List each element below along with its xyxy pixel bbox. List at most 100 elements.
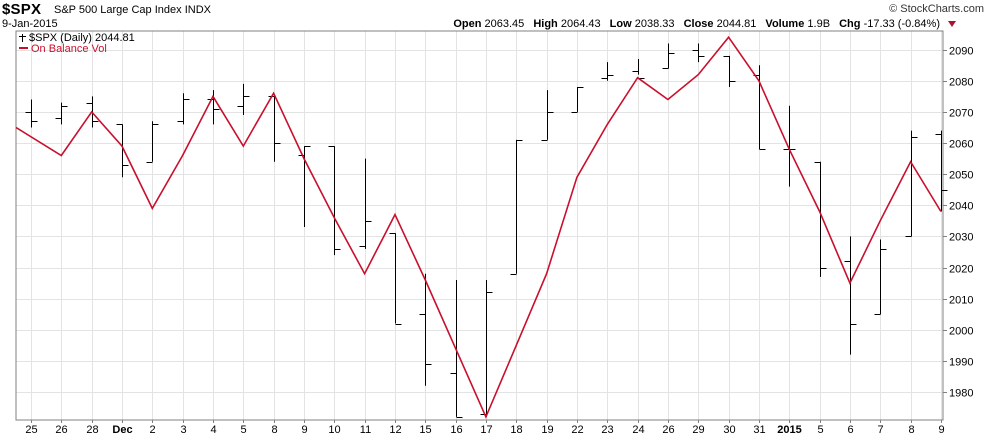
ohlc-bar bbox=[359, 158, 372, 249]
y-tick-label: 2020 bbox=[949, 264, 973, 276]
ohlc-bar bbox=[419, 273, 432, 386]
ohlc-bar bbox=[146, 121, 159, 163]
y-tick-label: 2080 bbox=[949, 77, 973, 89]
ohlc-bar bbox=[814, 161, 827, 277]
x-tick-label: 11 bbox=[360, 424, 371, 436]
ohlc-bar bbox=[389, 233, 402, 325]
high-label: High bbox=[533, 18, 558, 30]
security-name: S&P 500 Large Cap Index INDX bbox=[54, 4, 211, 16]
x-tick-label: 18 bbox=[510, 424, 522, 436]
legend-price-row: $SPX (Daily) 2044.81 bbox=[19, 33, 135, 44]
x-tick-label: 10 bbox=[328, 424, 340, 436]
chg-label: Chg bbox=[839, 18, 861, 30]
ohlc-bars-layer bbox=[25, 43, 948, 418]
grid-layer bbox=[16, 31, 943, 420]
plot-border bbox=[15, 30, 944, 421]
x-tick-label: 4 bbox=[210, 424, 216, 436]
y-tick-label: 1990 bbox=[949, 357, 973, 369]
ohlc-bar bbox=[571, 87, 584, 113]
ohlc-bar bbox=[692, 43, 705, 63]
ohlc-bar bbox=[25, 99, 38, 128]
x-tick-label: 8 bbox=[908, 424, 914, 436]
low-value: 2038.33 bbox=[634, 18, 675, 30]
x-tick-label: 5 bbox=[817, 424, 823, 436]
ohlc-bar bbox=[783, 105, 796, 187]
quote-summary: Open 2063.45 High 2064.43 Low 2038.33 Cl… bbox=[453, 18, 946, 30]
x-tick-label: 16 bbox=[450, 424, 462, 436]
x-tick-label: 17 bbox=[480, 424, 492, 436]
x-tick-label: 9 bbox=[301, 424, 307, 436]
x-tick-label: 25 bbox=[25, 424, 37, 436]
chart-date: 9-Jan-2015 bbox=[2, 18, 58, 30]
x-tick-label: 7 bbox=[877, 424, 883, 436]
x-tick-label: 3 bbox=[180, 424, 186, 436]
security-full-name: S&P 500 Large Cap Index bbox=[54, 4, 182, 16]
x-tick-label: 22 bbox=[571, 424, 583, 436]
x-tick-label: Dec bbox=[112, 424, 132, 436]
chg-value: -17.33 (-0.84%) bbox=[863, 18, 940, 30]
y-tick-label: 2050 bbox=[949, 170, 973, 182]
ohlc-bar bbox=[905, 130, 918, 237]
ohlc-bar bbox=[177, 93, 190, 125]
ohlc-bar bbox=[723, 55, 736, 88]
ohlc-bar bbox=[844, 236, 857, 355]
ohlc-bar bbox=[753, 65, 766, 150]
legend-obv-label: On Balance Vol bbox=[31, 43, 107, 55]
y-axis-ticks: 1980 1990 2000 2010 2020 2030 2040 2050 2060 2070… bbox=[943, 46, 973, 400]
ohlc-bar bbox=[237, 83, 250, 116]
line-swatch-icon bbox=[19, 47, 28, 49]
volume-value: 1.9B bbox=[807, 18, 831, 30]
x-tick-label: 24 bbox=[632, 424, 644, 436]
x-tick-label: 15 bbox=[419, 424, 431, 436]
x-tick-label: 29 bbox=[692, 424, 704, 436]
ohlc-bar bbox=[207, 90, 220, 125]
low-label: Low bbox=[609, 18, 632, 30]
x-axis-ticks: 25 26 28 Dec 2 3 4 5 8 9 10 11 12 15 16 17 18 19 22 23 24 26 2… bbox=[25, 420, 945, 436]
ohlc-bar bbox=[541, 90, 554, 141]
y-tick-label: 2010 bbox=[949, 295, 973, 307]
y-tick-label: 2000 bbox=[949, 326, 973, 338]
x-tick-label: 12 bbox=[389, 424, 401, 436]
x-tick-label: 26 bbox=[55, 424, 67, 436]
open-value: 2063.45 bbox=[484, 18, 525, 30]
ohlc-bar bbox=[480, 279, 493, 417]
ohlc-bar bbox=[874, 239, 887, 315]
y-tick-label: 2070 bbox=[949, 108, 973, 120]
close-label: Close bbox=[683, 18, 714, 30]
ohlc-bar bbox=[935, 130, 948, 212]
open-label: Open bbox=[453, 18, 482, 30]
y-tick-label: 2060 bbox=[949, 139, 973, 151]
x-tick-label: 2015 bbox=[777, 424, 801, 436]
ohlc-bar bbox=[55, 102, 68, 125]
chg-down-arrow-icon bbox=[948, 21, 956, 27]
x-tick-label: 19 bbox=[541, 424, 553, 436]
x-tick-label: 31 bbox=[753, 424, 765, 436]
ohlc-bar bbox=[116, 124, 129, 178]
ohlc-bar bbox=[450, 279, 463, 418]
legend-price-label: $SPX (Daily) 2044.81 bbox=[29, 32, 135, 44]
x-tick-label: 6 bbox=[847, 424, 853, 436]
close-value: 2044.81 bbox=[716, 18, 757, 30]
x-tick-label: 28 bbox=[86, 424, 98, 436]
legend-obv-row: On Balance Vol bbox=[19, 44, 135, 55]
y-tick-label: 2030 bbox=[949, 232, 973, 244]
x-tick-label: 5 bbox=[240, 424, 246, 436]
x-tick-label: 26 bbox=[662, 424, 674, 436]
y-tick-label: 2040 bbox=[949, 201, 973, 213]
symbol-title: $SPX bbox=[2, 1, 42, 18]
chart-legend: $SPX (Daily) 2044.81 On Balance Vol bbox=[19, 33, 135, 55]
brand-watermark: © StockCharts.com bbox=[889, 3, 984, 15]
ohlc-bar bbox=[662, 43, 675, 69]
obv-series-line bbox=[15, 35, 942, 419]
x-tick-label: 2 bbox=[149, 424, 155, 436]
x-tick-label: 23 bbox=[601, 424, 613, 436]
high-value: 2064.43 bbox=[560, 18, 601, 30]
exchange-label: INDX bbox=[184, 4, 211, 16]
y-tick-label: 1980 bbox=[949, 388, 973, 400]
x-tick-label: 9 bbox=[938, 424, 944, 436]
ohlc-bar bbox=[601, 62, 614, 81]
y-tick-label: 2090 bbox=[949, 46, 973, 58]
ohlc-bar-icon bbox=[19, 34, 26, 42]
x-tick-label: 30 bbox=[723, 424, 735, 436]
